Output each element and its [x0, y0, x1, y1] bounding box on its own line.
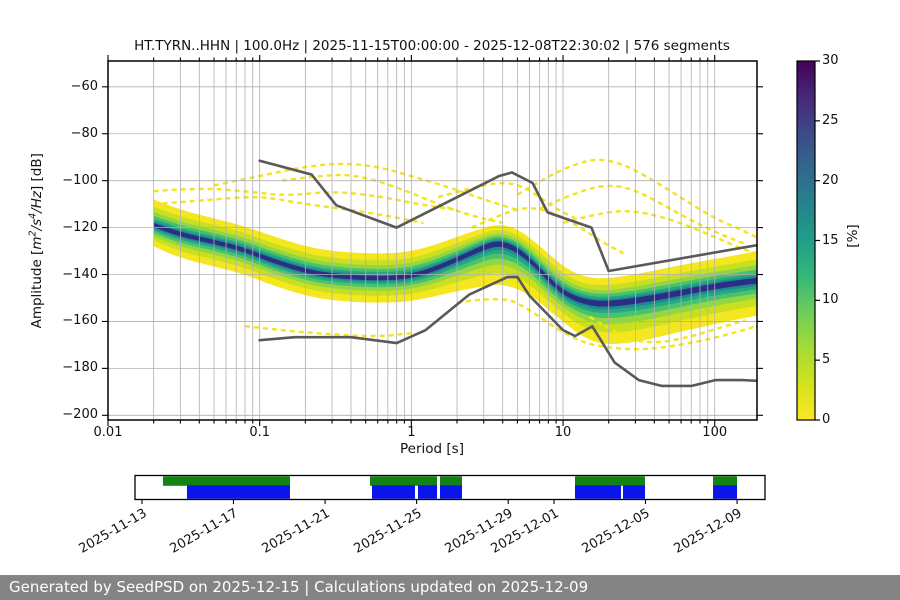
x-tick-label: 0.01	[93, 425, 123, 440]
footer-bar: Generated by SeedPSD on 2025-12-15 | Cal…	[0, 575, 900, 600]
colorbar-tick-label: 25	[822, 112, 839, 128]
x-tick-label: 10	[554, 425, 572, 440]
x-axis-label: Period [s]	[400, 441, 464, 457]
y-tick-label: −80	[70, 125, 98, 141]
ppsd-plot-canvas	[0, 0, 900, 560]
x-tick-label: 1	[407, 425, 416, 440]
y-tick-label: −120	[62, 219, 98, 235]
y-tick-label: −60	[70, 78, 98, 94]
y-tick-label: −160	[62, 313, 98, 329]
colorbar-tick-label: 15	[822, 232, 839, 248]
x-tick-label: 100	[702, 425, 728, 440]
y-tick-label: −180	[62, 360, 98, 376]
colorbar-tick-label: 0	[822, 412, 831, 427]
y-tick-label: −200	[62, 407, 98, 423]
y-axis-label: Amplitude [m2/s4/Hz] [dB]	[27, 153, 45, 329]
colorbar-unit-label: [%]	[845, 224, 861, 248]
colorbar-tick-label: 5	[822, 352, 831, 368]
colorbar-tick-label: 10	[822, 292, 839, 308]
y-tick-label: −100	[62, 172, 98, 188]
y-tick-label: −140	[62, 266, 98, 282]
x-tick-label: 0.1	[249, 425, 271, 440]
plot-title: HT.TYRN..HHN | 100.0Hz | 2025-11-15T00:0…	[134, 38, 730, 54]
colorbar-tick-label: 30	[822, 53, 839, 68]
footer-text: Generated by SeedPSD on 2025-12-15 | Cal…	[9, 578, 589, 596]
colorbar-tick-label: 20	[822, 172, 839, 188]
